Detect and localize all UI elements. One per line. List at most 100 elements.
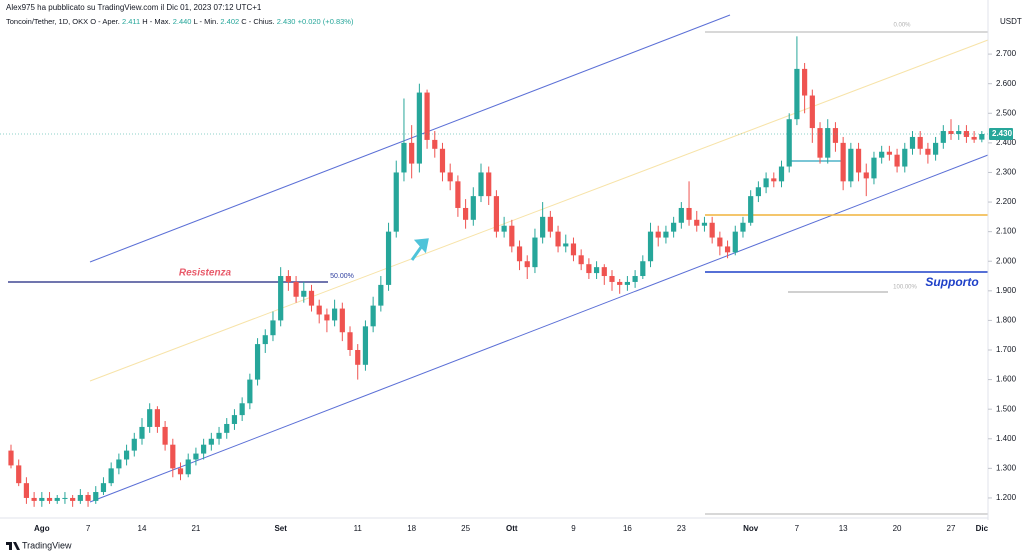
candle-body: [617, 281, 623, 285]
candle-body: [177, 468, 184, 475]
candle-body: [909, 136, 916, 149]
y-tick-label: 1.400: [996, 434, 1017, 443]
candle-body: [848, 148, 854, 182]
x-tick-label: Nov: [743, 524, 759, 533]
candle-body: [493, 196, 500, 232]
candle-body: [586, 264, 592, 274]
x-tick-label: 27: [947, 524, 956, 533]
x-tick-label: 13: [839, 524, 848, 533]
candle-body: [339, 308, 345, 333]
candle-body: [401, 142, 407, 173]
candle-body: [54, 497, 60, 501]
candle-body: [632, 276, 638, 282]
candle-body: [640, 261, 646, 277]
candle-body: [254, 344, 261, 380]
candle-body: [902, 148, 908, 167]
y-tick-label: 1.700: [996, 345, 1017, 354]
candle-body: [624, 281, 631, 285]
candle-body: [23, 483, 30, 498]
publisher: Alex975 ha pubblicato su TradingView.com…: [6, 3, 262, 12]
y-tick-label: 2.600: [996, 79, 1017, 88]
candle-body: [524, 261, 530, 268]
y-tick-label: 2.100: [996, 227, 1017, 236]
candle-body: [956, 131, 962, 134]
candle-body: [316, 305, 322, 315]
candle-body: [786, 119, 792, 167]
x-tick-label: Set: [274, 524, 287, 533]
x-tick-label: 21: [191, 524, 200, 533]
candle-body: [224, 423, 230, 433]
candle-body: [486, 172, 492, 197]
candle-body: [863, 172, 869, 179]
candle-body: [794, 68, 800, 120]
candle-body: [724, 246, 731, 253]
candle-body: [385, 231, 392, 285]
candle-body: [825, 128, 831, 158]
candle-body: [925, 148, 931, 155]
candle-body: [308, 290, 315, 306]
candle-body: [547, 216, 553, 232]
candle-body: [208, 438, 214, 445]
candle-body: [694, 219, 700, 226]
x-tick-label: 18: [407, 524, 416, 533]
candle-body: [154, 409, 160, 427]
candle-body: [347, 332, 353, 350]
candle-body: [216, 432, 222, 439]
fib-50-label: 50.00%: [330, 273, 354, 280]
y-tick-label: 1.900: [996, 286, 1017, 295]
candle-body: [832, 128, 839, 143]
candle-body: [424, 92, 430, 140]
legend-label: H - Max.: [142, 17, 170, 26]
candle-body: [748, 196, 754, 223]
candle-body: [871, 157, 877, 179]
candle-body: [601, 267, 607, 277]
legend-value: 2.430: [277, 17, 296, 26]
candle-body: [478, 172, 484, 197]
candle-body: [416, 92, 422, 164]
change: +0.020 (+0.83%): [298, 17, 354, 26]
candle-body: [809, 95, 815, 129]
candle-body: [933, 142, 939, 155]
candle-body: [247, 379, 253, 404]
x-tick-label: Dic: [976, 524, 989, 533]
candle-body: [162, 426, 168, 445]
candle-body: [740, 222, 746, 232]
brand-logo: [6, 542, 20, 550]
candle-body: [755, 187, 761, 197]
candle-body: [532, 237, 538, 268]
candle-body: [917, 136, 923, 149]
candle-body: [355, 350, 361, 365]
y-tick-label: 1.300: [996, 463, 1017, 472]
candle-body: [70, 497, 76, 501]
y-tick-label: 2.700: [996, 49, 1017, 58]
candle-body: [763, 178, 769, 188]
candle-body: [362, 326, 369, 365]
candle-body: [270, 320, 276, 336]
candle-body: [570, 243, 577, 256]
candle-body: [886, 151, 892, 155]
y-tick-label: 2.400: [996, 138, 1017, 147]
candle-body: [193, 453, 199, 460]
fib-100-label: 100.00%: [893, 285, 917, 291]
candle-body: [378, 284, 384, 306]
candle-body: [979, 133, 985, 140]
candle-body: [432, 139, 438, 149]
y-tick-label: 1.200: [996, 493, 1017, 502]
x-tick-label: 16: [623, 524, 632, 533]
candle-body: [655, 231, 661, 238]
channel-upper: [89, 14, 731, 263]
candle-body: [971, 136, 977, 140]
candle-body: [501, 225, 507, 232]
candle-body: [131, 438, 137, 451]
x-tick-label: 7: [795, 524, 800, 533]
candle-body: [324, 314, 330, 321]
currency: USDT: [1000, 17, 1022, 26]
y-tick-label: 2.200: [996, 197, 1017, 206]
candle-body: [563, 243, 569, 247]
candle-body: [609, 276, 615, 282]
candle-body: [293, 281, 299, 297]
candle-body: [100, 483, 107, 493]
y-tick-label: 1.500: [996, 404, 1017, 413]
